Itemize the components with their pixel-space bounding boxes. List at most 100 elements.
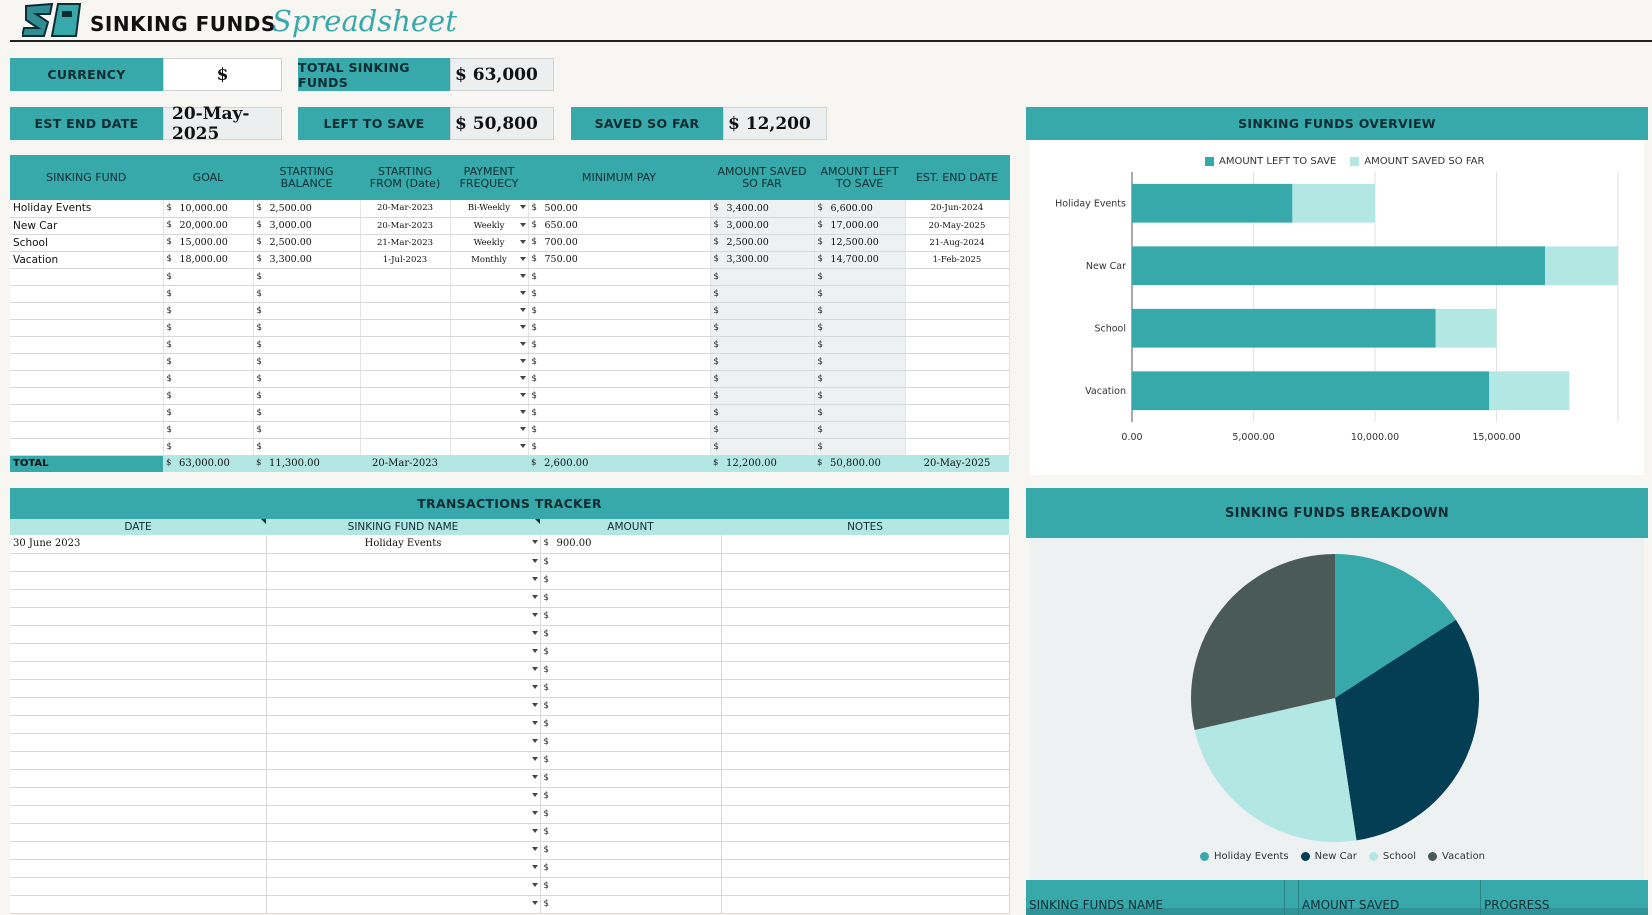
fund-cell-saved[interactable]: $3,400.00 (710, 200, 815, 218)
transaction-cell-amount[interactable]: $ (540, 661, 722, 680)
transaction-cell-date[interactable] (10, 661, 267, 680)
fund-cell-left[interactable]: $ (814, 302, 906, 320)
fund-cell-start-date[interactable]: 20-Mar-2023 (360, 200, 451, 218)
fund-cell-start-bal[interactable]: $3,300.00 (253, 251, 361, 269)
fund-cell-start-bal[interactable]: $2,500.00 (253, 200, 361, 218)
transaction-cell-fund[interactable] (266, 625, 541, 644)
fund-cell-name[interactable] (10, 336, 164, 354)
transaction-cell-fund[interactable] (266, 643, 541, 662)
dropdown-arrow-icon[interactable] (531, 774, 538, 779)
dropdown-arrow-icon[interactable] (519, 290, 526, 295)
transaction-cell-amount[interactable]: $ (540, 571, 722, 590)
fund-cell-name[interactable] (10, 387, 164, 405)
fund-cell-left[interactable]: $12,500.00 (814, 234, 906, 252)
fund-cell-saved[interactable]: $ (710, 370, 815, 388)
fund-cell-end[interactable] (905, 268, 1010, 286)
fund-cell-start-bal[interactable]: $ (253, 268, 361, 286)
fund-cell-freq[interactable] (450, 404, 529, 422)
dropdown-arrow-icon[interactable] (531, 792, 538, 797)
dropdown-arrow-icon[interactable] (519, 409, 526, 414)
fund-cell-left[interactable]: $14,700.00 (814, 251, 906, 269)
fund-cell-start-bal[interactable]: $ (253, 285, 361, 303)
fund-cell-min-pay[interactable]: $650.00 (528, 217, 711, 235)
transaction-cell-fund[interactable] (266, 733, 541, 752)
fund-cell-min-pay[interactable]: $ (528, 319, 711, 337)
dropdown-arrow-icon[interactable] (519, 443, 526, 448)
transaction-cell-notes[interactable] (721, 535, 1010, 554)
transaction-cell-date[interactable] (10, 607, 267, 626)
transaction-cell-notes[interactable] (721, 589, 1010, 608)
transaction-cell-amount[interactable]: $ (540, 787, 722, 806)
fund-cell-start-bal[interactable]: $ (253, 421, 361, 439)
fund-cell-min-pay[interactable]: $ (528, 353, 711, 371)
fund-cell-end[interactable] (905, 370, 1010, 388)
fund-cell-name[interactable] (10, 353, 164, 371)
fund-cell-goal[interactable]: $ (163, 353, 254, 371)
fund-cell-goal[interactable]: $ (163, 438, 254, 456)
transaction-cell-notes[interactable] (721, 571, 1010, 590)
fund-cell-left[interactable]: $6,600.00 (814, 200, 906, 218)
transaction-cell-date[interactable] (10, 877, 267, 896)
dropdown-arrow-icon[interactable] (519, 392, 526, 397)
fund-cell-start-bal[interactable]: $ (253, 404, 361, 422)
fund-cell-name[interactable]: Vacation (10, 251, 164, 269)
fund-cell-name[interactable] (10, 319, 164, 337)
transaction-cell-fund[interactable]: Holiday Events (266, 535, 541, 554)
fund-cell-saved[interactable]: $ (710, 336, 815, 354)
fund-cell-start-bal[interactable]: $ (253, 387, 361, 405)
transaction-cell-notes[interactable] (721, 895, 1010, 914)
dropdown-arrow-icon[interactable] (531, 864, 538, 869)
transaction-cell-notes[interactable] (721, 751, 1010, 770)
fund-cell-end[interactable] (905, 302, 1010, 320)
fund-cell-start-date[interactable]: 1-Jul-2023 (360, 251, 451, 269)
transaction-cell-date[interactable] (10, 895, 267, 914)
fund-cell-goal[interactable]: $ (163, 421, 254, 439)
fund-cell-saved[interactable]: $ (710, 421, 815, 439)
fund-cell-freq[interactable] (450, 285, 529, 303)
transaction-cell-notes[interactable] (721, 859, 1010, 878)
fund-cell-min-pay[interactable]: $750.00 (528, 251, 711, 269)
transaction-cell-fund[interactable] (266, 571, 541, 590)
fund-cell-saved[interactable]: $ (710, 302, 815, 320)
transaction-cell-notes[interactable] (721, 661, 1010, 680)
fund-cell-goal[interactable]: $ (163, 387, 254, 405)
fund-cell-min-pay[interactable]: $500.00 (528, 200, 711, 218)
fund-cell-start-bal[interactable]: $ (253, 353, 361, 371)
transaction-cell-amount[interactable]: $ (540, 823, 722, 842)
fund-cell-start-bal[interactable]: $2,500.00 (253, 234, 361, 252)
fund-cell-goal[interactable]: $ (163, 336, 254, 354)
transaction-cell-amount[interactable]: $ (540, 553, 722, 572)
dropdown-arrow-icon[interactable] (531, 630, 538, 635)
dropdown-arrow-icon[interactable] (531, 810, 538, 815)
fund-cell-saved[interactable]: $ (710, 353, 815, 371)
fund-cell-left[interactable]: $ (814, 438, 906, 456)
transaction-cell-date[interactable] (10, 589, 267, 608)
fund-cell-start-bal[interactable]: $ (253, 319, 361, 337)
fund-cell-saved[interactable]: $ (710, 387, 815, 405)
fund-cell-start-date[interactable] (360, 302, 451, 320)
fund-cell-start-bal[interactable]: $ (253, 302, 361, 320)
transaction-cell-amount[interactable]: $ (540, 733, 722, 752)
transaction-cell-amount[interactable]: $ (540, 715, 722, 734)
fund-cell-min-pay[interactable]: $ (528, 336, 711, 354)
transaction-cell-notes[interactable] (721, 823, 1010, 842)
dropdown-arrow-icon[interactable] (531, 684, 538, 689)
fund-cell-goal[interactable]: $ (163, 285, 254, 303)
fund-cell-start-date[interactable] (360, 370, 451, 388)
transaction-cell-fund[interactable] (266, 607, 541, 626)
transaction-cell-date[interactable] (10, 805, 267, 824)
fund-cell-min-pay[interactable]: $ (528, 285, 711, 303)
transaction-cell-fund[interactable] (266, 787, 541, 806)
transaction-cell-date[interactable] (10, 679, 267, 698)
transaction-cell-fund[interactable] (266, 661, 541, 680)
transaction-cell-amount[interactable]: $ (540, 643, 722, 662)
fund-cell-start-date[interactable] (360, 268, 451, 286)
transaction-cell-date[interactable] (10, 751, 267, 770)
fund-cell-freq[interactable] (450, 319, 529, 337)
transaction-cell-notes[interactable] (721, 625, 1010, 644)
transaction-cell-notes[interactable] (721, 841, 1010, 860)
fund-cell-left[interactable]: $17,000.00 (814, 217, 906, 235)
fund-cell-end[interactable] (905, 438, 1010, 456)
fund-cell-left[interactable]: $ (814, 353, 906, 371)
dropdown-arrow-icon[interactable] (531, 666, 538, 671)
